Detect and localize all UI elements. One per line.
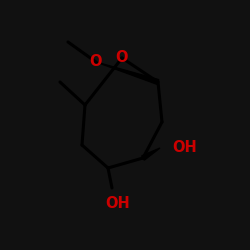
Text: OH: OH	[172, 140, 197, 156]
Text: OH: OH	[106, 196, 130, 211]
Polygon shape	[142, 148, 160, 160]
Polygon shape	[96, 62, 159, 84]
Text: O: O	[90, 54, 102, 70]
Text: O: O	[116, 50, 128, 66]
